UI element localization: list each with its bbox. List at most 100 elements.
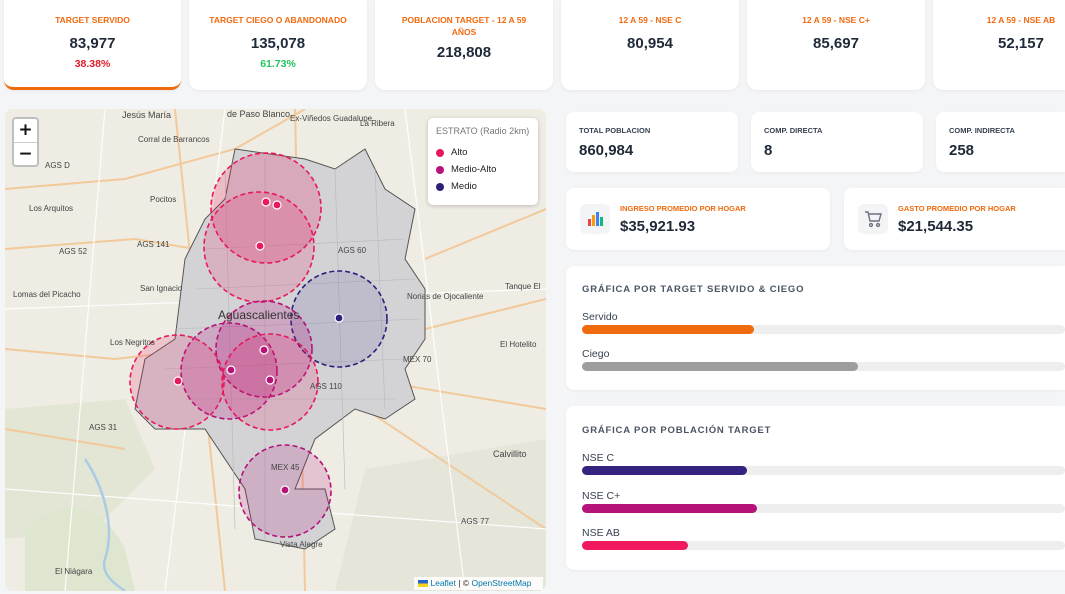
kpi-label: 12 A 59 - NSE C <box>618 15 682 25</box>
bar-nse-ab: NSE AB <box>582 527 1065 550</box>
stat-value: 258 <box>949 142 975 159</box>
kpi-nse-ab[interactable]: 12 A 59 - NSE AB 52,157 <box>933 0 1065 90</box>
place-label: AGS 52 <box>59 247 88 256</box>
place-label: AGS 141 <box>137 240 170 249</box>
place-label: Jesús María <box>122 110 171 120</box>
stat-label: COMP. DIRECTA <box>764 126 823 135</box>
legend-label: Alto <box>451 147 468 158</box>
stat-value: 860,984 <box>579 142 634 159</box>
place-label: La Ribera <box>360 119 395 128</box>
kpi-value: 85,697 <box>813 35 859 52</box>
place-label: El Niágara <box>55 567 93 576</box>
kpi-value: 218,808 <box>436 44 492 61</box>
place-label: Pocitos <box>150 195 176 204</box>
bar-fill <box>582 362 859 371</box>
avg-label: GASTO PROMEDIO POR HOGAR <box>898 204 1016 213</box>
bar-fill <box>582 466 748 475</box>
bar-track <box>582 325 1065 334</box>
shopping-cart-icon <box>858 204 888 234</box>
avg-value: $35,921.93 <box>620 218 696 235</box>
zoom-in-button[interactable]: + <box>18 120 33 140</box>
place-label: AGS 60 <box>338 246 367 255</box>
kpi-value: 83,977 <box>69 35 116 52</box>
kpi-label: POBLACION TARGET - 12 A 59 AÑOS <box>401 15 527 37</box>
legend-dot-icon <box>436 165 444 174</box>
legend-label: Medio-Alto <box>451 164 497 175</box>
kpi-label: TARGET SERVIDO <box>55 15 130 25</box>
place-label: MEX 45 <box>271 463 300 472</box>
stat-total-poblacion: TOTAL POBLACION 860,984 <box>566 112 738 172</box>
kpi-value: 52,157 <box>998 35 1044 52</box>
map-legend: ESTRATO (Radio 2km) Alto Medio-Alto Medi… <box>428 118 538 205</box>
avg-label: INGRESO PROMEDIO POR HOGAR <box>620 204 746 213</box>
chart-title: GRÁFICA POR TARGET SERVIDO & CIEGO <box>582 284 805 295</box>
leaflet-link[interactable]: Leaflet <box>430 578 456 588</box>
kpi-label: TARGET CIEGO O ABANDONADO <box>209 15 347 25</box>
kpi-percent: 61.73% <box>260 58 296 70</box>
bar-servido: Servido <box>582 311 1065 334</box>
bar-label: NSE AB <box>582 527 620 539</box>
avg-gasto: GASTO PROMEDIO POR HOGAR $21,544.35 <box>844 188 1065 250</box>
attribution-separator: | © <box>455 578 472 588</box>
bar-label: Servido <box>582 311 618 323</box>
place-label: Lomas del Picacho <box>13 290 81 299</box>
kpi-nse-c-plus[interactable]: 12 A 59 - NSE C+ 85,697 <box>747 0 925 90</box>
bar-fill <box>582 504 758 513</box>
place-label: Los Negritos <box>110 338 155 347</box>
kpi-poblacion-target[interactable]: POBLACION TARGET - 12 A 59 AÑOS 218,808 <box>375 0 553 90</box>
place-label: Norias de Ojocaliente <box>407 292 484 301</box>
kpi-target-servido[interactable]: TARGET SERVIDO 83,977 38.38% <box>4 0 181 90</box>
kpi-nse-c[interactable]: 12 A 59 - NSE C 80,954 <box>561 0 739 90</box>
kpi-target-ciego[interactable]: TARGET CIEGO O ABANDONADO 135,078 61.73% <box>189 0 367 90</box>
legend-dot-icon <box>436 182 444 191</box>
bar-nse-c: NSE C <box>582 452 1065 475</box>
bar-chart-icon <box>580 204 610 234</box>
place-label: AGS 77 <box>461 517 490 526</box>
legend-title: ESTRATO (Radio 2km) <box>436 126 530 136</box>
place-label: MEX 70 <box>403 355 432 364</box>
chart-target-servido-ciego: GRÁFICA POR TARGET SERVIDO & CIEGO Servi… <box>566 266 1065 390</box>
place-label: Corral de Barrancos <box>138 135 210 144</box>
place-label: AGS 31 <box>89 423 118 432</box>
place-label: AGS D <box>45 161 70 170</box>
stat-label: TOTAL POBLACION <box>579 126 651 135</box>
chart-poblacion-target: GRÁFICA POR POBLACIÓN TARGET NSE C NSE C… <box>566 406 1065 570</box>
stat-label: COMP. INDIRECTA <box>949 126 1015 135</box>
place-label: San Ignacio <box>140 284 183 293</box>
place-label: El Hotelito <box>500 340 537 349</box>
stat-comp-directa: COMP. DIRECTA 8 <box>751 112 923 172</box>
bar-track <box>582 362 1065 371</box>
place-label: Aguascalientes <box>218 308 299 322</box>
legend-dot-icon <box>436 148 444 157</box>
stat-value: 8 <box>764 142 773 159</box>
place-label: Los Arquitos <box>29 204 73 213</box>
stat-comp-indirecta: COMP. INDIRECTA 258 <box>936 112 1065 172</box>
map-zoom-control: + − <box>12 117 39 167</box>
bar-track <box>582 466 1065 475</box>
bar-track <box>582 541 1065 550</box>
place-label: Vista Alegre <box>280 540 323 549</box>
legend-item-medio: Medio <box>436 178 530 195</box>
zoom-out-button[interactable]: − <box>14 142 37 165</box>
legend-label: Medio <box>451 181 477 192</box>
legend-item-medio-alto: Medio-Alto <box>436 161 530 178</box>
place-label: Tanque El <box>505 282 541 291</box>
bar-track <box>582 504 1065 513</box>
avg-value: $21,544.35 <box>898 218 974 235</box>
bar-label: Ciego <box>582 348 610 360</box>
kpi-label: 12 A 59 - NSE AB <box>986 15 1056 25</box>
openstreetmap-link[interactable]: OpenStreetMap <box>471 578 532 588</box>
kpi-label: 12 A 59 - NSE C+ <box>802 15 870 25</box>
bar-fill <box>582 325 754 334</box>
bar-label: NSE C+ <box>582 490 621 502</box>
ukraine-flag-icon <box>418 580 428 587</box>
legend-item-alto: Alto <box>436 144 530 161</box>
bar-label: NSE C <box>582 452 615 464</box>
place-label: Ex-Viñedos Guadalupe <box>290 114 373 123</box>
kpi-value: 135,078 <box>250 35 306 52</box>
place-label: AGS 110 <box>310 382 342 391</box>
kpi-percent: 38.38% <box>74 58 111 70</box>
bar-ciego: Ciego <box>582 348 1065 371</box>
map-attribution: Leaflet | © OpenStreetMap <box>414 577 543 590</box>
